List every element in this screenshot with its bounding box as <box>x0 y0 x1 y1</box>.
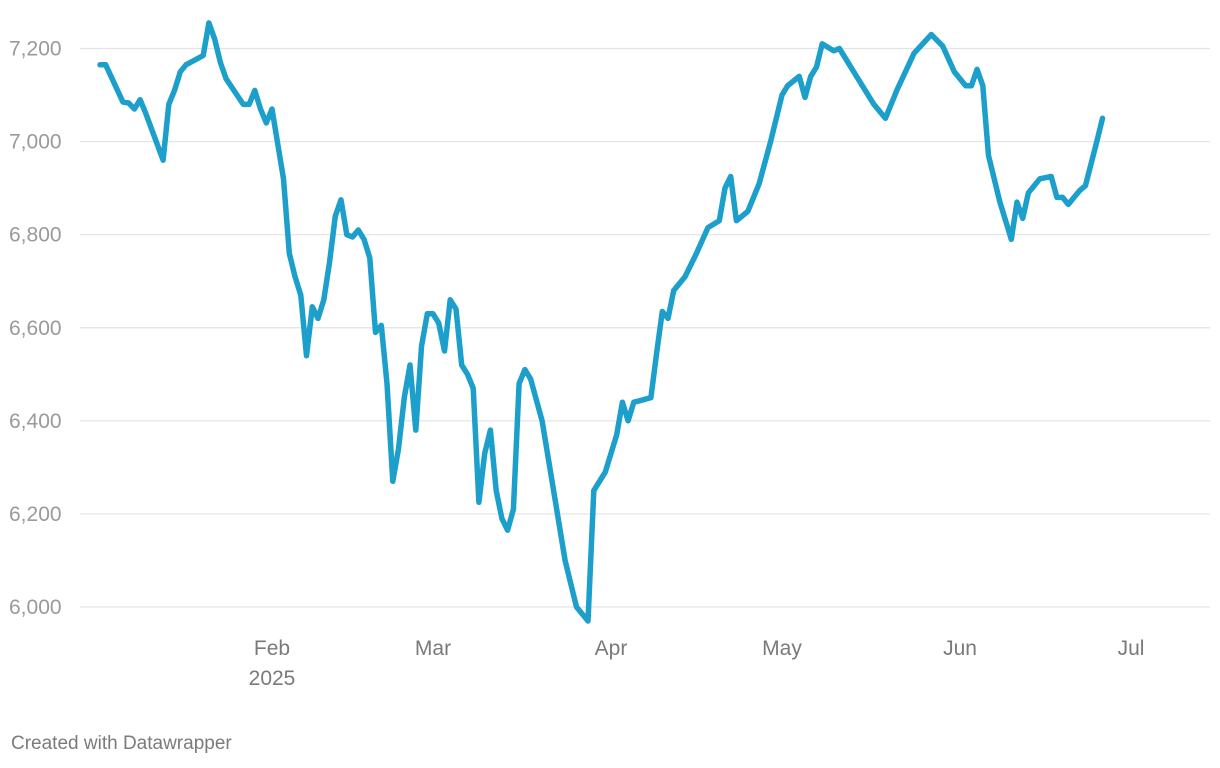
line-chart: 6,000 6,200 6,400 6,600 6,800 7,000 7,200 Feb 2… <box>9 20 1210 690</box>
x-tick-label: Jun <box>943 637 977 660</box>
x-tick-label: Mar <box>415 637 451 660</box>
x-tick-year-label: 2025 <box>249 667 296 690</box>
x-tick-label: Feb <box>254 637 290 660</box>
x-axis-ticks: Feb 2025 Mar Apr May Jun Jul <box>249 637 1145 690</box>
y-tick-label: 6,200 <box>9 503 62 526</box>
y-tick-label: 6,400 <box>9 410 62 433</box>
y-tick-label: 6,000 <box>9 596 62 619</box>
y-tick-label: 7,200 <box>9 38 62 61</box>
y-tick-label: 6,800 <box>9 224 62 247</box>
y-tick-label: 6,600 <box>9 317 62 340</box>
series-line-layer <box>97 20 1106 624</box>
y-axis-ticks: 6,000 6,200 6,400 6,600 6,800 7,000 7,200 <box>9 38 62 620</box>
x-tick-label: Jul <box>1118 637 1145 660</box>
y-tick-label: 7,000 <box>9 131 62 154</box>
x-tick-label: Apr <box>595 637 628 660</box>
credit-text: Created with Datawrapper <box>11 733 232 754</box>
series-line-0 <box>97 20 1106 624</box>
x-tick-label: May <box>762 637 802 660</box>
gridlines <box>80 47 1210 608</box>
